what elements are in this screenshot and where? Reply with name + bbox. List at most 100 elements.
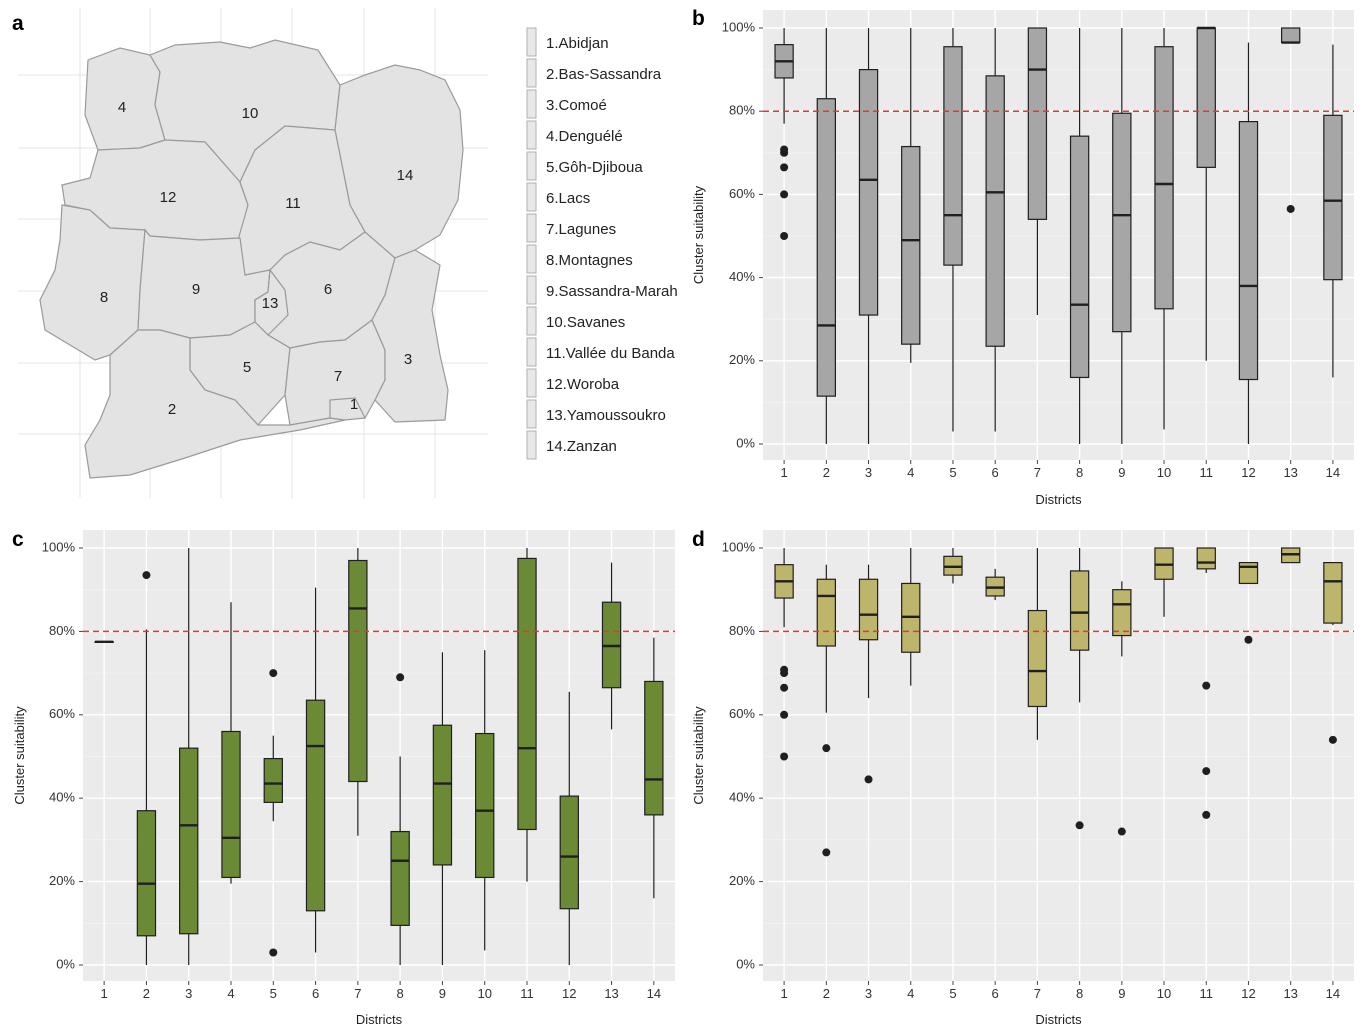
map-district-label: 9	[192, 281, 200, 298]
legend-key	[526, 430, 537, 460]
box-iqr	[1196, 547, 1216, 570]
panel-letter-a: a	[12, 12, 24, 35]
x-tick-label: 5	[270, 986, 277, 1001]
outlier-point	[864, 775, 873, 784]
box-iqr	[475, 732, 495, 879]
x-tick-label: 8	[397, 986, 404, 1001]
legend-key	[526, 399, 537, 429]
box-4	[901, 28, 921, 363]
x-tick-label: 7	[1034, 465, 1041, 480]
box-iqr	[348, 559, 368, 783]
box-8	[1069, 548, 1090, 830]
boxplot-panel-b: 0%20%40%60%80%100%1 2 3 4 5 6 7 8 9 10 11 12 13 14Dis…	[691, 10, 1354, 507]
map-district-label: 4	[118, 99, 126, 116]
outlier-point	[142, 571, 151, 580]
box-iqr	[390, 830, 410, 926]
legend-key	[526, 58, 537, 88]
x-tick-label: 11	[1200, 465, 1214, 480]
x-tick-label: 14	[1326, 986, 1340, 1001]
box-iqr	[644, 680, 664, 816]
box-iqr	[1323, 114, 1343, 281]
box-2	[816, 28, 836, 444]
box-5	[943, 548, 963, 584]
box-14	[1323, 44, 1343, 378]
box-3	[858, 28, 879, 444]
legend-key	[526, 120, 537, 150]
legend-key	[526, 27, 537, 57]
x-axis-title: Districts	[356, 1012, 403, 1027]
map-district-label: 5	[243, 359, 251, 376]
y-tick-label: 0%	[56, 956, 75, 971]
map-district-label: 8	[100, 289, 108, 306]
x-tick-label: 13	[1283, 986, 1297, 1001]
box-14	[1323, 561, 1343, 744]
outlier-point	[1244, 635, 1253, 644]
outlier-point	[1286, 204, 1295, 213]
box-iqr	[263, 757, 283, 803]
outlier-point	[780, 190, 789, 199]
legend-label: 11.Vallée du Banda	[546, 345, 675, 362]
legend-label: 5.Gôh-Djiboua	[546, 159, 643, 176]
box-9	[1112, 28, 1132, 444]
legend-key	[526, 213, 537, 243]
y-tick-label: 80%	[49, 623, 75, 638]
panel-letter-c: c	[12, 528, 24, 551]
box-iqr	[1027, 609, 1048, 708]
box-iqr	[858, 68, 879, 316]
x-tick-label: 6	[992, 986, 999, 1001]
outlier-point	[269, 669, 278, 678]
map-district-label: 6	[324, 281, 332, 298]
map-region	[371, 249, 449, 423]
box-iqr	[943, 46, 963, 266]
x-tick-label: 7	[354, 986, 361, 1001]
box-13	[601, 562, 622, 730]
x-tick-label: 2	[143, 986, 150, 1001]
box-1	[94, 640, 114, 644]
box-4	[901, 548, 921, 686]
x-tick-label: 7	[1034, 986, 1041, 1001]
x-tick-label: 3	[865, 986, 872, 1001]
box-7	[1027, 548, 1048, 740]
legend-key	[526, 182, 537, 212]
legend-label: 14.Zanzan	[546, 438, 617, 455]
box-iqr	[136, 810, 157, 937]
legend-key	[526, 89, 537, 119]
x-tick-label: 10	[477, 986, 491, 1001]
x-tick-label: 8	[1076, 986, 1083, 1001]
x-tick-label: 9	[1118, 986, 1125, 1001]
x-tick-label: 11	[1200, 986, 1214, 1001]
box-3	[858, 564, 879, 784]
box-iqr	[985, 75, 1005, 347]
map-district-label: 12	[160, 189, 177, 206]
box-iqr	[858, 578, 879, 641]
x-tick-label: 6	[312, 986, 319, 1001]
box-iqr	[305, 699, 326, 912]
box-iqr	[1238, 120, 1259, 381]
box-5	[943, 28, 963, 432]
y-tick-label: 60%	[49, 706, 75, 721]
box-iqr	[1027, 27, 1048, 220]
box-iqr	[1196, 27, 1216, 168]
legend-key	[526, 244, 537, 274]
x-tick-label: 1	[780, 465, 787, 480]
x-tick-label: 12	[1241, 465, 1255, 480]
x-tick-label: 10	[1157, 465, 1171, 480]
y-tick-label: 60%	[729, 186, 755, 201]
outlier-point	[269, 948, 278, 957]
legend-label: 12.Woroba	[546, 376, 620, 393]
plot-background	[763, 530, 1354, 981]
box-iqr	[1323, 561, 1343, 624]
x-tick-label: 3	[185, 986, 192, 1001]
outlier-point	[780, 232, 789, 240]
legend-label: 4.Denguélé	[546, 128, 623, 145]
x-tick-label: 2	[823, 465, 830, 480]
x-tick-label: 13	[1283, 465, 1297, 480]
box-iqr	[179, 747, 199, 935]
outlier-point	[1202, 681, 1211, 690]
map-district-label: 3	[404, 351, 412, 368]
box-6	[985, 568, 1005, 601]
legend-key	[526, 337, 537, 367]
map-district-label: 2	[168, 401, 176, 418]
box-12	[1238, 561, 1259, 644]
box-iqr	[816, 98, 836, 397]
